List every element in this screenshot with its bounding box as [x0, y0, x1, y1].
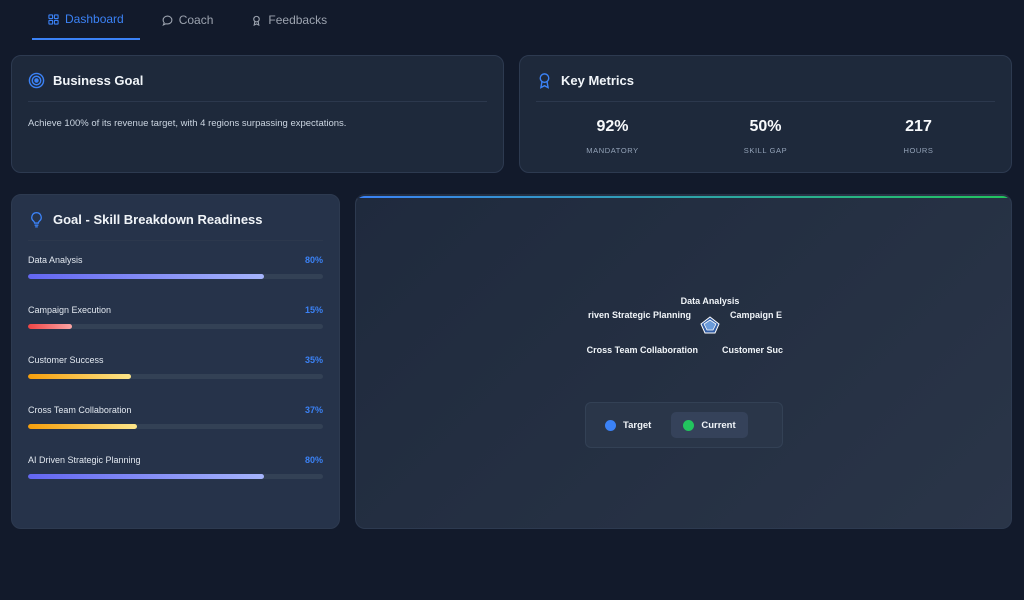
target-icon	[28, 72, 45, 89]
radar-axis-label: Cross Team Collaboration	[587, 345, 698, 355]
radar-chart-card: Data Analysis riven Strategic Planning C…	[355, 194, 1012, 529]
card-accent-bar	[356, 196, 1011, 198]
legend-label: Target	[623, 419, 652, 431]
skill-name: Campaign Execution	[28, 305, 112, 315]
legend-dot	[683, 419, 695, 431]
key-metrics-card: Key Metrics 92% MANDATORY 50% SKILL GAP …	[519, 55, 1012, 173]
tab-feedbacks-label: Feedbacks	[268, 13, 328, 27]
tab-dashboard-label: Dashboard	[65, 12, 124, 26]
skill-progress-track	[28, 474, 323, 479]
skill-percent: 80%	[304, 255, 323, 265]
business-goal-card: Business Goal Achieve 100% of its revenu…	[11, 55, 504, 173]
skill-progress-track	[28, 324, 323, 329]
metric-label: HOURS	[903, 146, 934, 155]
radar-axis-label: riven Strategic Planning	[588, 310, 691, 320]
tab-coach[interactable]: Coach	[146, 0, 230, 40]
skill-percent: 37%	[304, 405, 323, 415]
skill-progress-fill	[28, 324, 73, 329]
metric-label: SKILL GAP	[743, 146, 788, 155]
metric-label: MANDATORY	[586, 146, 639, 155]
skill-percent: 15%	[304, 305, 323, 315]
skill-item: Data Analysis 80%	[28, 241, 323, 291]
business-goal-title: Business Goal	[53, 73, 144, 88]
skill-name: Customer Success	[28, 355, 104, 365]
tab-dashboard[interactable]: Dashboard	[32, 0, 140, 40]
skill-item: AI Driven Strategic Planning 80%	[28, 441, 323, 491]
skill-progress-track	[28, 374, 323, 379]
skill-list: Data Analysis 80% Campaign Execution 15%…	[12, 241, 339, 491]
legend-dot	[605, 419, 616, 431]
radar-chart: Data Analysis riven Strategic Planning C…	[587, 296, 783, 355]
top-nav: Dashboard Coach Feedbacks	[32, 0, 349, 40]
radar-axis-label: Customer Suc	[722, 345, 783, 355]
skill-progress-fill	[28, 474, 264, 479]
skill-breakdown-card: Goal - Skill Breakdown Readiness Data An…	[11, 194, 340, 529]
skill-item: Customer Success 35%	[28, 341, 323, 391]
skill-progress-fill	[28, 274, 264, 279]
skill-progress-fill	[28, 424, 138, 429]
skill-name: Data Analysis	[28, 255, 83, 265]
legend-current[interactable]: Current	[671, 412, 748, 438]
legend-label: Current	[701, 419, 736, 431]
skill-percent: 80%	[304, 455, 323, 465]
chat-bubble-icon	[162, 15, 173, 26]
skill-name: AI Driven Strategic Planning	[28, 455, 141, 465]
metric-hours: 217 HOURS	[849, 118, 989, 155]
skill-name: Cross Team Collaboration	[28, 405, 132, 415]
tab-feedbacks[interactable]: Feedbacks	[235, 0, 343, 40]
dashboard-grid-icon	[48, 13, 59, 25]
skill-item: Cross Team Collaboration 37%	[28, 391, 323, 441]
skill-progress-track	[28, 274, 323, 279]
metric-skill-gap: 50% SKILL GAP	[696, 118, 836, 155]
radar-axis-label: Campaign E	[730, 310, 782, 320]
radar-axis-label: Data Analysis	[681, 296, 740, 306]
skill-progress-track	[28, 424, 323, 429]
metric-value: 217	[905, 118, 932, 135]
radar-current-area	[703, 319, 717, 331]
tab-coach-label: Coach	[178, 13, 214, 27]
skill-progress-fill	[28, 374, 132, 379]
legend-target[interactable]: Target	[593, 412, 663, 438]
skill-breakdown-title: Goal - Skill Breakdown Readiness	[53, 212, 263, 227]
key-metrics-header: Key Metrics	[536, 56, 995, 102]
award-icon	[253, 15, 261, 26]
radar-shape	[700, 316, 720, 334]
metric-value: 50%	[749, 118, 782, 135]
skill-percent: 35%	[304, 355, 323, 365]
business-goal-text: Achieve 100% of its revenue target, with…	[28, 118, 347, 129]
key-metrics-title: Key Metrics	[561, 73, 634, 88]
business-goal-header: Business Goal	[28, 56, 487, 102]
skill-breakdown-header: Goal - Skill Breakdown Readiness	[28, 195, 323, 241]
ribbon-award-icon	[539, 73, 550, 89]
metric-value: 92%	[596, 118, 629, 135]
metrics-row: 92% MANDATORY 50% SKILL GAP 217 HOURS	[520, 118, 1011, 155]
metric-mandatory: 92% MANDATORY	[543, 118, 683, 155]
lightbulb-icon	[31, 212, 42, 228]
chart-legend: Target Current	[585, 402, 783, 448]
skill-item: Campaign Execution 15%	[28, 291, 323, 341]
